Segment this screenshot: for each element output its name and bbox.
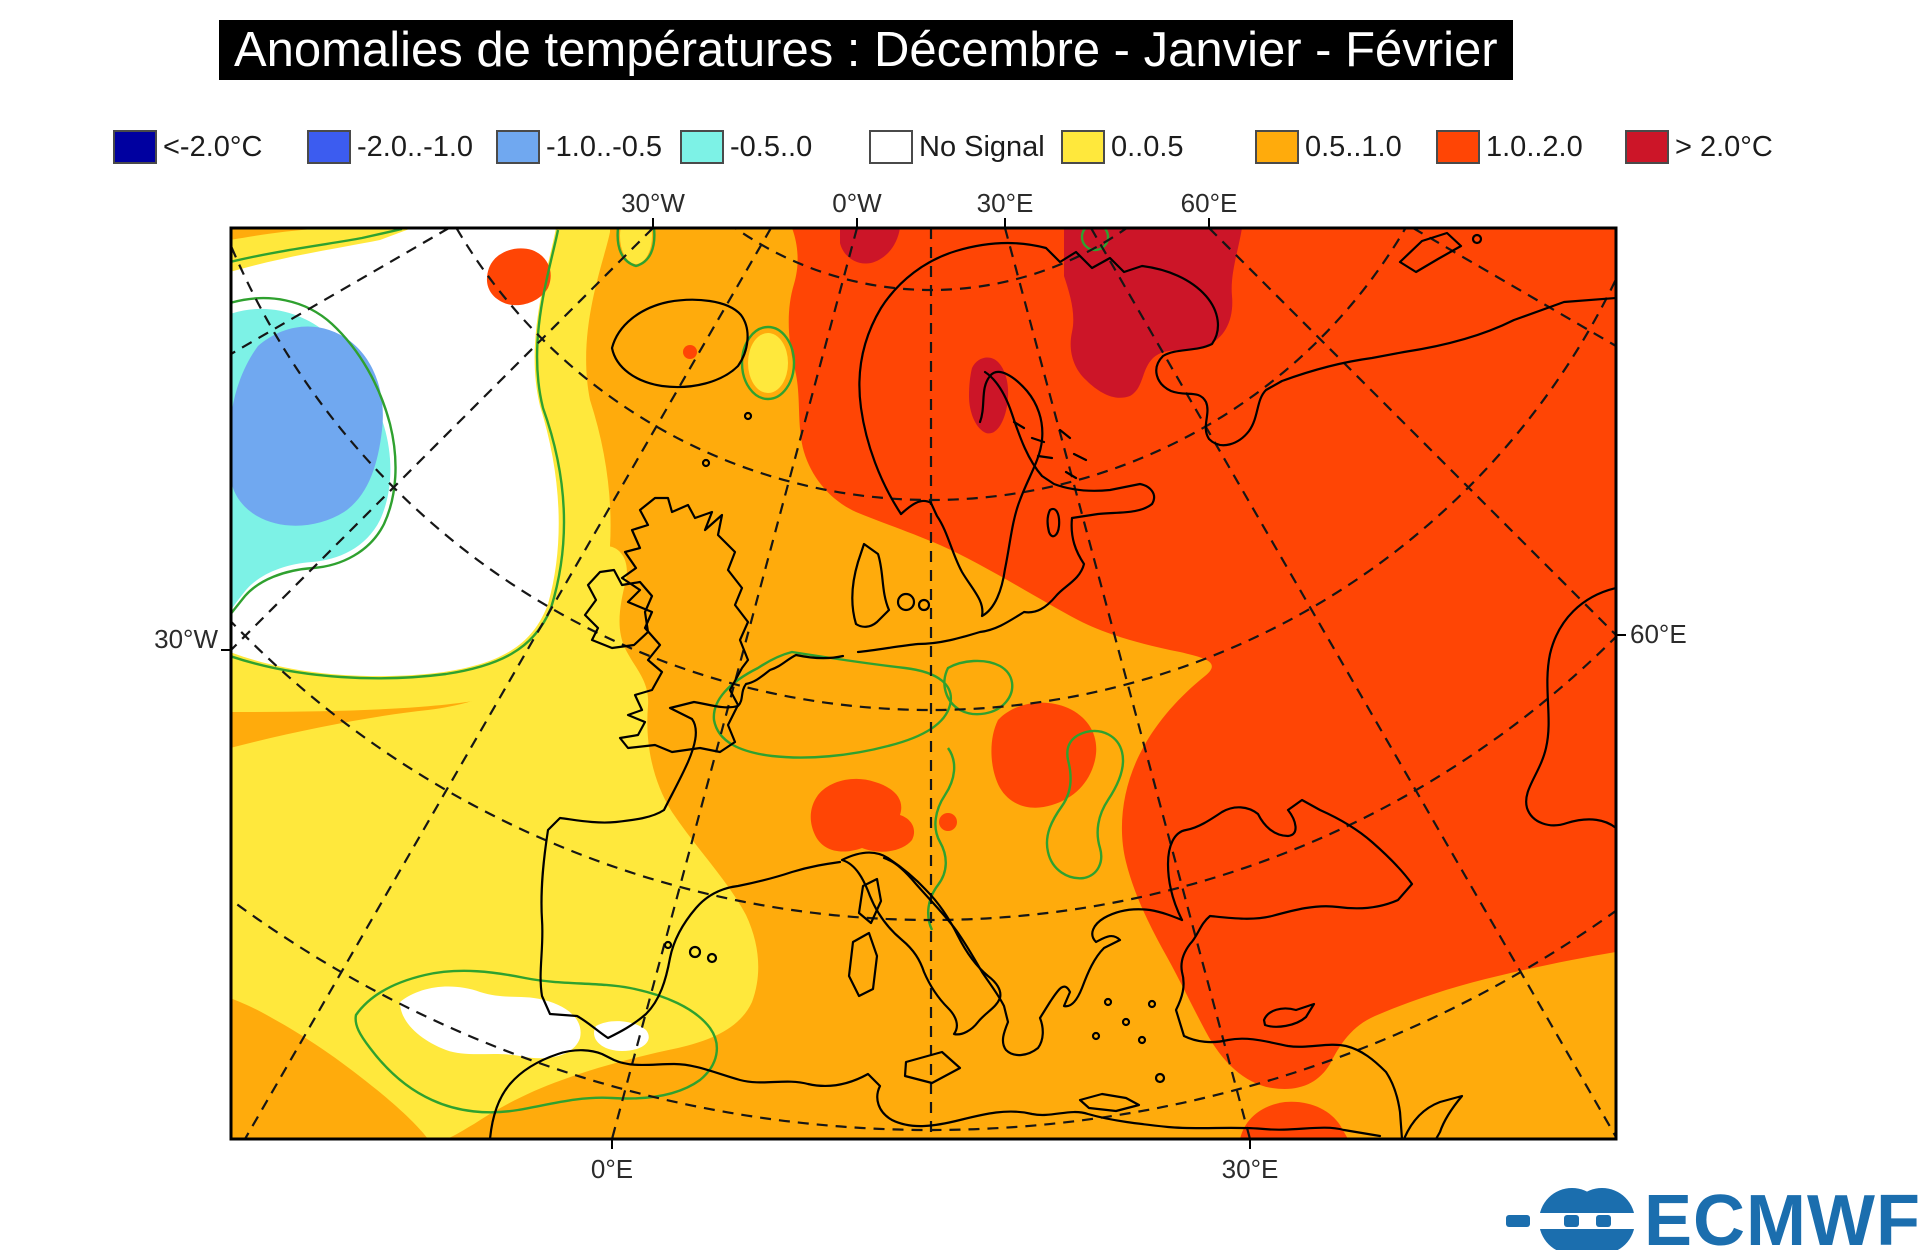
fill-yellow-spot-southeast-iceland [748, 333, 788, 393]
legend-item: -0.5..0 [680, 128, 812, 166]
legend-label: 1.0..2.0 [1486, 130, 1583, 163]
legend-label: -2.0..-1.0 [357, 130, 474, 163]
map-frame [229, 226, 1618, 1141]
legend-label: <-2.0°C [163, 130, 263, 163]
coastlines [489, 231, 1615, 1138]
legend-label: No Signal [919, 130, 1045, 163]
fill-yellow-southwest [232, 546, 759, 1138]
grid-ticks [221, 218, 1626, 1149]
graticule [232, 229, 1615, 1138]
fill-white-morocco-small [593, 1021, 649, 1051]
grid-label-top-0w: 0°W [832, 188, 882, 218]
grid-label-top-30w: 30°W [621, 188, 685, 218]
ecmwf-emblem-icon [1506, 1188, 1638, 1250]
legend-item: -1.0..-0.5 [496, 128, 662, 166]
fill-blue-greenland-sea [232, 326, 383, 526]
ecmwf-logo: ECMWF [1506, 1180, 1920, 1250]
fill-red-dot-balkans [939, 813, 957, 831]
legend-swatch-gt-2 [1625, 130, 1669, 164]
legend-item: -2.0..-1.0 [307, 128, 473, 166]
fill-red-dot-iceland [683, 345, 697, 359]
grid-label-bottom-0e: 0°E [591, 1154, 633, 1184]
legend-swatch-no-signal [869, 130, 913, 164]
fill-crimson-bothnia [969, 357, 1009, 434]
grid-label-bottom-30e: 30°E [1222, 1154, 1279, 1184]
legend-swatch-minus2-minus1 [307, 130, 351, 164]
legend-label: -1.0..-0.5 [546, 130, 663, 163]
legend-label: 0.5..1.0 [1305, 130, 1402, 163]
legend-item: 0..0.5 [1061, 128, 1184, 166]
ecmwf-logo-text: ECMWF [1644, 1181, 1920, 1250]
legend-item: > 2.0°C [1625, 128, 1773, 166]
legend-swatch-0-05 [1061, 130, 1105, 164]
grid-label-top-60e: 60°E [1181, 188, 1238, 218]
fill-crimson-barents [1064, 229, 1242, 398]
legend-swatch-05-1 [1255, 130, 1299, 164]
page-title: Anomalies de températures : Décembre - J… [219, 20, 1513, 80]
grid-label-top-30e: 30°E [977, 188, 1034, 218]
fill-red-patch-alps [810, 778, 915, 852]
grid-label-left-30w: 30°W [154, 624, 218, 654]
legend-item: No Signal [869, 128, 1045, 166]
map-fill-layers [232, 229, 1615, 1138]
legend-label: > 2.0°C [1675, 130, 1773, 163]
grid-labels: 30°W 0°W 30°E 60°E 0°E 30°E 30°W 60°E [154, 188, 1687, 1184]
legend-item: 0.5..1.0 [1255, 128, 1402, 166]
legend-swatch-1-2 [1436, 130, 1480, 164]
legend-swatch-minus1-minus05 [496, 130, 540, 164]
legend-swatch-minus05-0 [680, 130, 724, 164]
legend-item: 1.0..2.0 [1436, 128, 1583, 166]
legend-label: 0..0.5 [1111, 130, 1184, 163]
fill-white-morocco-large [400, 986, 581, 1059]
fill-red-northeast [788, 229, 1615, 1089]
legend-item: <-2.0°C [113, 128, 262, 166]
grid-label-right-60e: 60°E [1630, 619, 1687, 649]
legend-label: -0.5..0 [730, 130, 813, 163]
legend-swatch-lt-minus2 [113, 130, 157, 164]
fill-red-patch-top-center [486, 248, 551, 306]
